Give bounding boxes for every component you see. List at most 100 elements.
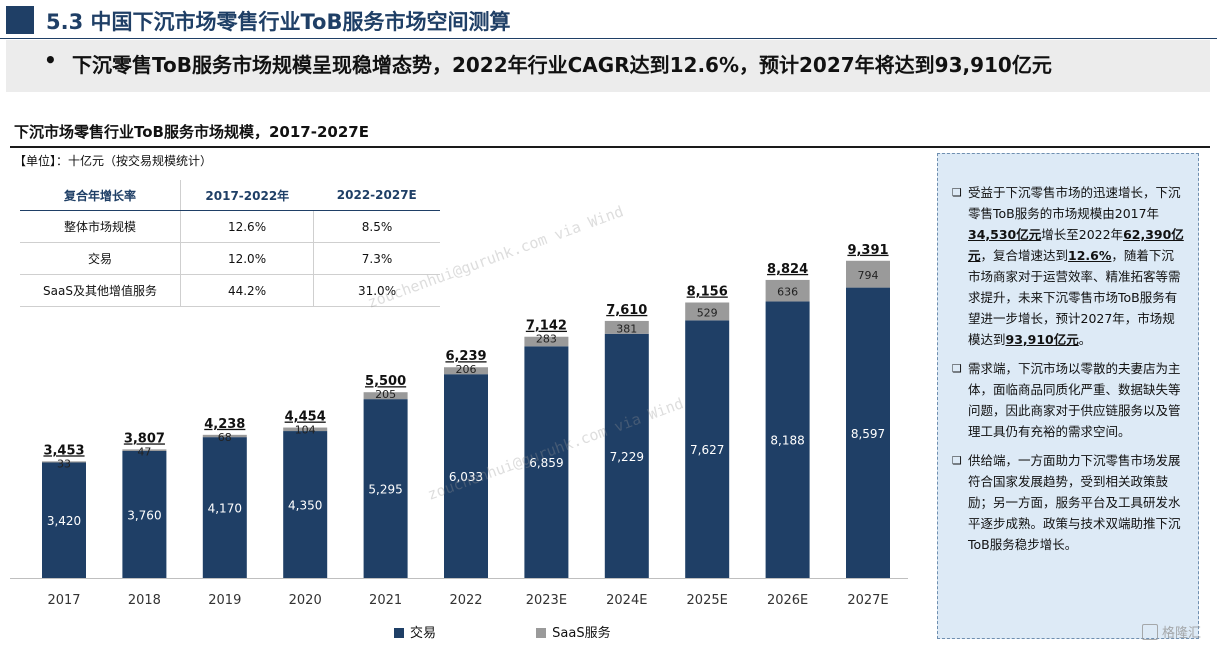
data-label-transaction: 6,859 <box>529 456 563 470</box>
data-label-transaction: 7,229 <box>610 450 644 464</box>
data-label-saas: 33 <box>57 457 71 470</box>
commentary-paragraph: ❑ 供给端，一方面助力下沉零售市场发展符合国家发展趋势，受到相关政策鼓励；另一方… <box>952 450 1186 555</box>
commentary-text: 。 <box>1078 332 1092 347</box>
x-tick-label: 2024E <box>606 593 647 608</box>
data-label-transaction: 4,170 <box>208 502 242 516</box>
legend-swatch-saas <box>536 628 547 638</box>
bar-saas <box>765 279 810 302</box>
highlight-value: 12.6% <box>1068 248 1112 263</box>
cagr-header-cell: 2022-2027E <box>313 180 440 211</box>
bar-transaction <box>524 346 569 578</box>
data-label-saas: 636 <box>777 286 798 299</box>
bar-transaction <box>604 333 649 578</box>
data-label-saas: 381 <box>616 322 637 335</box>
x-tick-label: 2022 <box>449 593 482 608</box>
data-label-total: 8,824 <box>767 262 808 277</box>
data-label-transaction: 8,597 <box>851 427 885 441</box>
legend-item-transaction: 交易 <box>394 622 436 641</box>
commentary-text: ，随着下沉市场商家对于运营效率、精准拓客等需求提升，未来下沉零售市场ToB服务有… <box>968 248 1181 347</box>
cagr-header-cell: 2017-2022年 <box>180 180 314 211</box>
data-label-saas: 47 <box>137 445 151 458</box>
data-label-transaction: 5,295 <box>368 483 402 497</box>
data-label-total: 4,454 <box>285 410 326 425</box>
cagr-table-row: SaaS及其他增值服务 44.2% 31.0% <box>20 274 440 307</box>
bar-saas <box>685 302 730 321</box>
x-tick-label: 2023E <box>526 593 567 608</box>
checkbox-bullet-icon: ❑ <box>952 362 962 375</box>
legend-swatch-transaction <box>394 628 404 638</box>
bar-transaction <box>444 374 488 578</box>
commentary-paragraph: ❑ 受益于下沉零售市场的迅速增长，下沉零售ToB服务的市场规模由2017年 34,… <box>952 182 1186 350</box>
x-tick-label: 2026E <box>767 593 808 608</box>
cagr-cell: 8.5% <box>313 210 440 243</box>
bar-saas <box>42 461 86 463</box>
bar-transaction <box>363 399 408 578</box>
data-label-total: 3,453 <box>43 443 84 458</box>
cagr-cell: 12.6% <box>180 210 315 243</box>
bar-transaction <box>122 450 167 578</box>
bar-saas <box>202 434 247 438</box>
subtitle-box <box>6 40 1210 92</box>
commentary-panel: ❑ 受益于下沉零售市场的迅速增长，下沉零售ToB服务的市场规模由2017年 34,… <box>937 153 1199 639</box>
cagr-cell: 交易 <box>20 242 181 275</box>
brand-logo: 格隆汇 <box>1142 622 1201 641</box>
cagr-cell: 整体市场规模 <box>20 210 181 243</box>
chart-title-rule <box>10 146 1210 148</box>
bar-transaction <box>846 287 890 578</box>
data-label-saas: 283 <box>536 333 557 346</box>
x-tick-label: 2020 <box>289 593 322 608</box>
data-label-total: 7,610 <box>606 303 647 318</box>
bar-saas <box>363 392 408 400</box>
data-label-saas: 104 <box>295 424 316 437</box>
data-label-saas: 205 <box>375 388 396 401</box>
cagr-cell: 31.0% <box>313 274 440 307</box>
data-label-transaction: 3,420 <box>47 514 81 528</box>
checkbox-bullet-icon: ❑ <box>952 186 962 199</box>
data-label-transaction: 3,760 <box>127 508 161 522</box>
data-label-total: 9,391 <box>847 243 888 258</box>
cagr-cell: SaaS及其他增值服务 <box>20 274 181 307</box>
section-title: 5.3 中国下沉市场零售行业ToB服务市场空间测算 <box>46 10 511 34</box>
commentary-text: 增长至2022年 <box>1041 227 1124 242</box>
bar-transaction <box>685 320 730 578</box>
chart-title: 下沉市场零售行业ToB服务市场规模，2017-2027E <box>14 123 369 141</box>
cagr-cell: 12.0% <box>180 242 315 275</box>
cagr-cell: 44.2% <box>180 274 315 307</box>
x-tick-label: 2025E <box>687 593 728 608</box>
cagr-header-cell: 复合年增长率 <box>20 180 181 211</box>
highlight-value: 93,910亿元 <box>1005 332 1079 347</box>
cagr-cell: 7.3% <box>313 242 440 275</box>
commentary-paragraph: ❑ 需求端，下沉市场以零散的夫妻店为主体，面临商品同质化严重、数据缺失等问题，因… <box>952 358 1186 442</box>
header-bar <box>0 0 1217 39</box>
bar-saas <box>444 367 488 375</box>
x-tick-label: 2017 <box>47 593 80 608</box>
logo-icon <box>1142 624 1158 640</box>
checkbox-bullet-icon: ❑ <box>952 454 962 467</box>
legend-item-saas: SaaS服务 <box>536 622 611 641</box>
data-label-transaction: 7,627 <box>690 443 724 457</box>
data-label-transaction: 4,350 <box>288 499 322 513</box>
cagr-table-row: 交易 12.0% 7.3% <box>20 242 440 275</box>
subtitle-bullet: • <box>44 48 57 72</box>
commentary-text: 供给端，一方面助力下沉零售市场发展符合国家发展趋势，受到相关政策鼓励；另一方面，… <box>968 453 1181 552</box>
x-tick-label: 2027E <box>847 593 888 608</box>
bar-saas <box>283 427 328 432</box>
data-label-transaction: 6,033 <box>449 470 483 484</box>
x-tick-label: 2018 <box>128 593 161 608</box>
bar-saas <box>524 336 569 347</box>
x-tick-label: 2019 <box>208 593 241 608</box>
cagr-table: 复合年增长率 2017-2022年 2022-2027E 整体市场规模 12.6… <box>20 180 440 307</box>
chart-legend: 交易 SaaS服务 <box>394 622 707 641</box>
cagr-table-header-row: 复合年增长率 2017-2022年 2022-2027E <box>20 180 440 211</box>
subtitle-text: 下沉零售ToB服务市场规模呈现稳增态势，2022年行业CAGR达到12.6%，预… <box>72 53 1052 77</box>
highlight-value: 34,530亿元 <box>968 227 1042 242</box>
commentary-text: ，复合增速达到 <box>980 248 1069 263</box>
logo-text: 格隆汇 <box>1162 626 1202 641</box>
legend-label: 交易 <box>410 626 437 641</box>
cagr-table-row: 整体市场规模 12.6% 8.5% <box>20 210 440 243</box>
data-label-total: 5,500 <box>365 374 406 389</box>
data-label-saas: 68 <box>218 431 232 444</box>
data-label-total: 8,156 <box>687 284 728 299</box>
commentary-text: 受益于下沉零售市场的迅速增长，下沉零售ToB服务的市场规模由2017年 <box>968 185 1181 221</box>
bar-transaction <box>765 301 810 578</box>
